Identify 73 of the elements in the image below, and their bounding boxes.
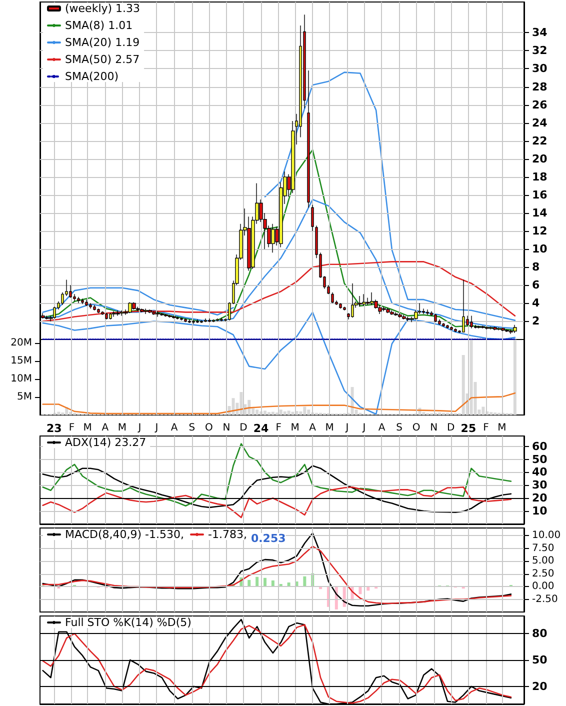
- y-tick-label: 50: [532, 654, 548, 666]
- y-tick-label: 26: [532, 98, 548, 112]
- x-tick-label: J: [154, 422, 158, 434]
- x-tick-label: J: [137, 422, 142, 434]
- x-tick-label: S: [396, 422, 402, 434]
- legend-label: SMA(20) 1.19: [65, 36, 140, 49]
- y-tick-label: 22: [532, 134, 548, 148]
- x-tick-label: 24: [253, 422, 270, 435]
- y-tick-label: 30: [532, 62, 548, 76]
- legend-label: Full STO %K(14) %D(5): [65, 616, 192, 629]
- y-tick-label: 20: [532, 152, 548, 166]
- annotation: 0.253: [250, 532, 286, 545]
- legend-label: SMA(8) 1.01: [65, 19, 133, 32]
- y-tick-label: 5.00: [532, 556, 554, 567]
- legend-label: SMA(50) 2.57: [65, 53, 140, 66]
- y2-tick-label: 20M: [10, 338, 32, 349]
- y-tick-label: 50: [532, 452, 548, 466]
- x-tick-label: A: [170, 422, 178, 434]
- y-tick-label: 40: [532, 466, 548, 479]
- x-tick-label: D: [240, 422, 248, 434]
- x-tick-label: D: [447, 422, 456, 434]
- x-tick-label: F: [68, 422, 75, 434]
- y-tick-label: 32: [532, 44, 548, 58]
- x-tick-label: O: [204, 422, 213, 434]
- y-tick-label: 30: [532, 478, 548, 492]
- y-tick-label: 0.00: [532, 581, 554, 592]
- y2-tick-label: 15M: [10, 356, 32, 367]
- x-tick-label: A: [378, 422, 386, 434]
- y-tick-label: 8: [532, 260, 540, 274]
- x-tick-label: N: [430, 422, 438, 434]
- y-tick-label: 10: [532, 504, 548, 518]
- y-tick-label: 2: [532, 314, 540, 328]
- x-tick-label: F: [276, 422, 282, 434]
- y-tick-label: 20: [532, 492, 548, 505]
- y-tick-label: 28: [532, 80, 548, 94]
- x-tick-label: A: [102, 422, 109, 434]
- y-tick-label: 2.50: [532, 568, 554, 580]
- x-tick-label: 23: [46, 422, 62, 435]
- y-tick-label: 18: [532, 170, 548, 184]
- x-tick-label: J: [344, 422, 349, 434]
- x-tick-label: M: [118, 422, 126, 434]
- x-tick-label: F: [483, 422, 490, 434]
- x-tick-label: A: [309, 422, 316, 434]
- y-tick-label: 7.50: [532, 542, 554, 554]
- x-tick-label: M: [83, 422, 92, 434]
- legend-label: SMA(200): [65, 70, 119, 83]
- y-tick-label: 24: [532, 116, 548, 130]
- x-tick-label: 25: [460, 422, 476, 435]
- y-tick-label: 10.00: [532, 530, 561, 542]
- x-tick-label: M: [290, 422, 300, 434]
- y-tick-label: 4: [532, 296, 540, 310]
- y2-tick-label: 5M: [17, 392, 32, 403]
- x-tick-label: N: [222, 422, 230, 434]
- x-tick-label: M: [325, 422, 334, 434]
- x-tick-label: J: [362, 422, 366, 434]
- legend-label: (weekly) 1.33: [65, 2, 140, 15]
- legend-label: -1.783,: [208, 528, 247, 541]
- y-tick-label: 16: [532, 188, 548, 202]
- y-tick-label: 14: [532, 206, 548, 220]
- x-tick-label: M: [498, 422, 506, 434]
- y2-tick-label: 10M: [10, 374, 32, 385]
- y-tick-label: -2.50: [532, 594, 558, 605]
- x-tick-label: O: [412, 422, 420, 434]
- y-tick-label: 20: [532, 680, 548, 693]
- x-tick-label: S: [188, 422, 196, 434]
- y-tick-label: 6: [532, 278, 540, 292]
- legend-label: ADX(14) 23.27: [65, 436, 146, 449]
- legend-label: MACD(8,40,9) -1.530,: [65, 528, 184, 541]
- y-tick-label: 10: [532, 242, 548, 256]
- y-tick-label: 80: [532, 627, 548, 640]
- y-tick-label: 34: [532, 26, 548, 40]
- y-tick-label: 12: [532, 224, 548, 238]
- y-tick-label: 60: [532, 440, 548, 453]
